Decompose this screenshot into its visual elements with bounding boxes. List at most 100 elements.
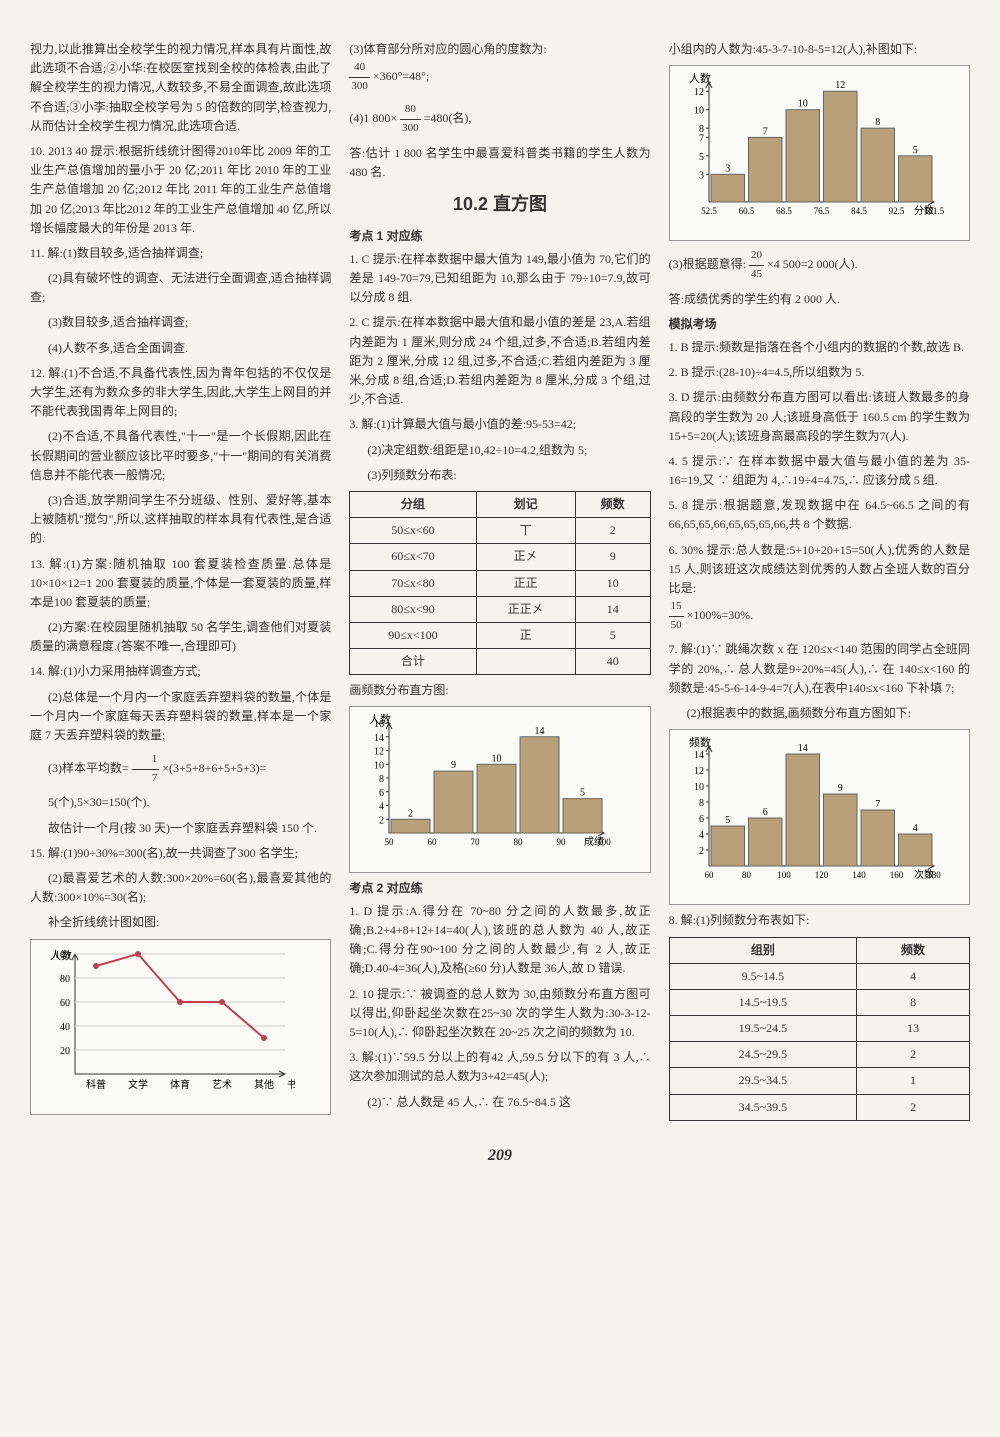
c1-p7b: 补全折线统计图如图: [30, 913, 331, 932]
c2-p3: 答:估计 1 800 名学生中最喜爱科普类书籍的学生人数为 480 名. [349, 144, 650, 182]
c1-p4a: (2)不合适,不具备代表性,"十一"是一个长假期,因此在长假期间的营业额应该比平… [30, 427, 331, 485]
svg-text:9: 9 [451, 761, 456, 772]
svg-text:84.5: 84.5 [851, 206, 867, 216]
c3-p10: 7. 解:(1)∵ 跳绳次数 x 在 120≤x<140 范围的同学占全班同学的… [669, 640, 970, 698]
c2-p10a: (2)∵ 总人数是 45 人,∴ 在 76.5~84.5 这 [349, 1093, 650, 1112]
frequency-table-1: 分组划记频数50≤x<60丅260≤x<70正㐅970≤x<80正正1080≤x… [349, 491, 650, 675]
svg-text:40: 40 [60, 1022, 70, 1033]
svg-text:12: 12 [835, 80, 845, 91]
svg-text:体育: 体育 [170, 1078, 190, 1091]
histogram-scores-2: 人数357810123710128552.560.568.576.584.592… [669, 65, 970, 241]
svg-text:3: 3 [725, 163, 730, 174]
c2-p6b: (3)列频数分布表: [349, 466, 650, 485]
svg-text:80: 80 [60, 974, 70, 985]
c2-p6a: (2)决定组数:组距是10,42÷10=4.2,组数为 5; [349, 441, 650, 460]
svg-text:100: 100 [777, 870, 791, 880]
c2-p1: (3)体育部分所对应的圆心角的度数为: 40 300 ×360°=48°; [349, 40, 650, 95]
svg-text:160: 160 [889, 870, 903, 880]
fraction: 15 50 [669, 598, 684, 634]
svg-text:80: 80 [742, 870, 752, 880]
svg-text:5: 5 [580, 788, 585, 799]
svg-text:4: 4 [699, 830, 704, 841]
fraction: 1 7 [132, 751, 160, 787]
c3-p2: (3)根据题意得: 20 45 ×4 500=2 000(人). [669, 247, 970, 283]
svg-text:2: 2 [408, 809, 413, 820]
svg-text:68.5: 68.5 [776, 206, 792, 216]
svg-text:10: 10 [694, 782, 704, 793]
svg-text:100: 100 [55, 950, 70, 961]
svg-text:10: 10 [797, 99, 807, 110]
svg-text:10: 10 [374, 761, 384, 772]
c2-p6: 3. 解:(1)计算最大值与最小值的差:95-53=42; [349, 415, 650, 434]
c3-p1: 小组内的人数为:45-3-7-10-8-5=12(人),补图如下: [669, 40, 970, 59]
c1-p3a: (2)具有破坏性的调查、无法进行全面调查,适合抽样调查; [30, 269, 331, 307]
svg-text:60.5: 60.5 [738, 206, 754, 216]
svg-text:90: 90 [557, 837, 567, 847]
svg-text:8: 8 [875, 117, 880, 128]
c2-p2: (4)1 800× 80 300 =480(名), [349, 101, 650, 137]
svg-text:5: 5 [699, 152, 704, 163]
svg-text:6: 6 [762, 807, 767, 818]
svg-text:文学: 文学 [128, 1078, 148, 1091]
svg-text:60: 60 [428, 837, 438, 847]
c2-p5: 2. C 提示:在样本数据中最大值和最小值的差是 23,A.若组内差距为 1 厘… [349, 313, 650, 409]
svg-text:5: 5 [725, 815, 730, 826]
svg-text:4: 4 [912, 823, 917, 834]
c1-p1: 视力,以此推算出全校学生的视力情况,样本具有片面性,故此选项不合适;②小华:在校… [30, 40, 331, 136]
svg-text:16: 16 [374, 719, 384, 730]
svg-text:其他: 其他 [254, 1078, 274, 1091]
c1-p6: 14. 解:(1)小力采用抽样调查方式; [30, 662, 331, 681]
c1-p3b: (3)数目较多,适合抽样调查; [30, 313, 331, 332]
svg-text:10: 10 [492, 754, 502, 765]
svg-text:分数: 分数 [914, 204, 934, 217]
c1-p4: 12. 解:(1)不合适,不具备代表性,因为青年包括的不仅仅是大学生,还有为数众… [30, 364, 331, 422]
c3-p4: 1. B 提示:频数是指落在各个小组内的数据的个数,故选 B. [669, 338, 970, 357]
svg-text:2: 2 [379, 816, 384, 827]
svg-text:成绩: 成绩 [584, 835, 604, 848]
chart1-svg: 人数20406080100科普文学体育艺术其他书籍类型 [35, 944, 295, 1104]
c1-p3: 11. 解:(1)数目较多,适合抽样调查; [30, 244, 331, 263]
svg-text:14: 14 [535, 726, 545, 737]
c1-p6b: (3)样本平均数= 1 7 ×(3+5+8+6+5+5+3)= [30, 751, 331, 787]
svg-text:14: 14 [374, 733, 384, 744]
chart2-svg: 人数24681012141629101455060708090100成绩 [354, 711, 614, 861]
svg-text:6: 6 [699, 814, 704, 825]
svg-text:80: 80 [514, 837, 524, 847]
svg-text:60: 60 [704, 870, 714, 880]
svg-text:2: 2 [699, 846, 704, 857]
svg-text:120: 120 [814, 870, 828, 880]
c1-p5a: (2)方案:在校园里随机抽取 50 名学生,调查他们对夏装质量的满意程度.(答案… [30, 618, 331, 656]
fraction: 40 300 [349, 59, 370, 95]
section-10-2-title: 10.2 直方图 [349, 190, 650, 219]
c3-p3: 答:成绩优秀的学生约有 2 000 人. [669, 290, 970, 309]
svg-text:92.5: 92.5 [888, 206, 904, 216]
svg-text:7: 7 [762, 127, 767, 138]
histogram-jumps: 频数246810121456149746080100120140160180次数 [669, 729, 970, 905]
c3-p7: 4. 5 提示:∵ 在样本数据中最大值与最小值的差为 35-16=19,又 ∵ … [669, 452, 970, 490]
column-2: (3)体育部分所对应的圆心角的度数为: 40 300 ×360°=48°; (4… [349, 40, 650, 1127]
svg-text:3: 3 [699, 170, 704, 181]
sub-moni: 模拟考场 [669, 315, 970, 334]
svg-text:20: 20 [60, 1046, 70, 1057]
svg-text:书籍类型: 书籍类型 [287, 1078, 295, 1091]
frequency-table-2: 组别频数9.5~14.5414.5~19.5819.5~24.51324.5~2… [669, 937, 970, 1121]
column-1: 视力,以此推算出全校学生的视力情况,样本具有片面性,故此选项不合适;②小华:在校… [30, 40, 331, 1127]
histogram-scores: 人数24681012141629101455060708090100成绩 [349, 706, 650, 872]
svg-text:76.5: 76.5 [813, 206, 829, 216]
svg-text:7: 7 [875, 799, 880, 810]
fraction: 80 300 [400, 101, 421, 137]
svg-text:12: 12 [374, 747, 384, 758]
sub-kaodian1: 考点 1 对应练 [349, 227, 650, 246]
c1-p2: 10. 2013 40 提示:根据折线统计图得2010年比 2009 年的工业生… [30, 142, 331, 238]
c1-p6a: (2)总体是一个月内一个家庭丢弃塑料袋的数量,个体是一个月内一个家庭每天丢弃塑料… [30, 688, 331, 746]
c3-p8: 5. 8 提示:根据题意,发现数据中在 64.5~66.5 之间的有 66,65… [669, 496, 970, 534]
c3-p11: 8. 解:(1)列频数分布表如下: [669, 911, 970, 930]
svg-text:6: 6 [379, 788, 384, 799]
page-number: 209 [30, 1143, 970, 1169]
svg-text:频数: 频数 [689, 735, 711, 749]
chart3-svg: 人数357810123710128552.560.568.576.584.592… [674, 70, 944, 230]
svg-text:8: 8 [699, 124, 704, 135]
svg-text:5: 5 [912, 145, 917, 156]
c1-p6b-pre: (3)样本平均数= [48, 761, 129, 775]
c1-p7: 15. 解:(1)90÷30%=300(名),故一共调查了300 名学生; [30, 844, 331, 863]
